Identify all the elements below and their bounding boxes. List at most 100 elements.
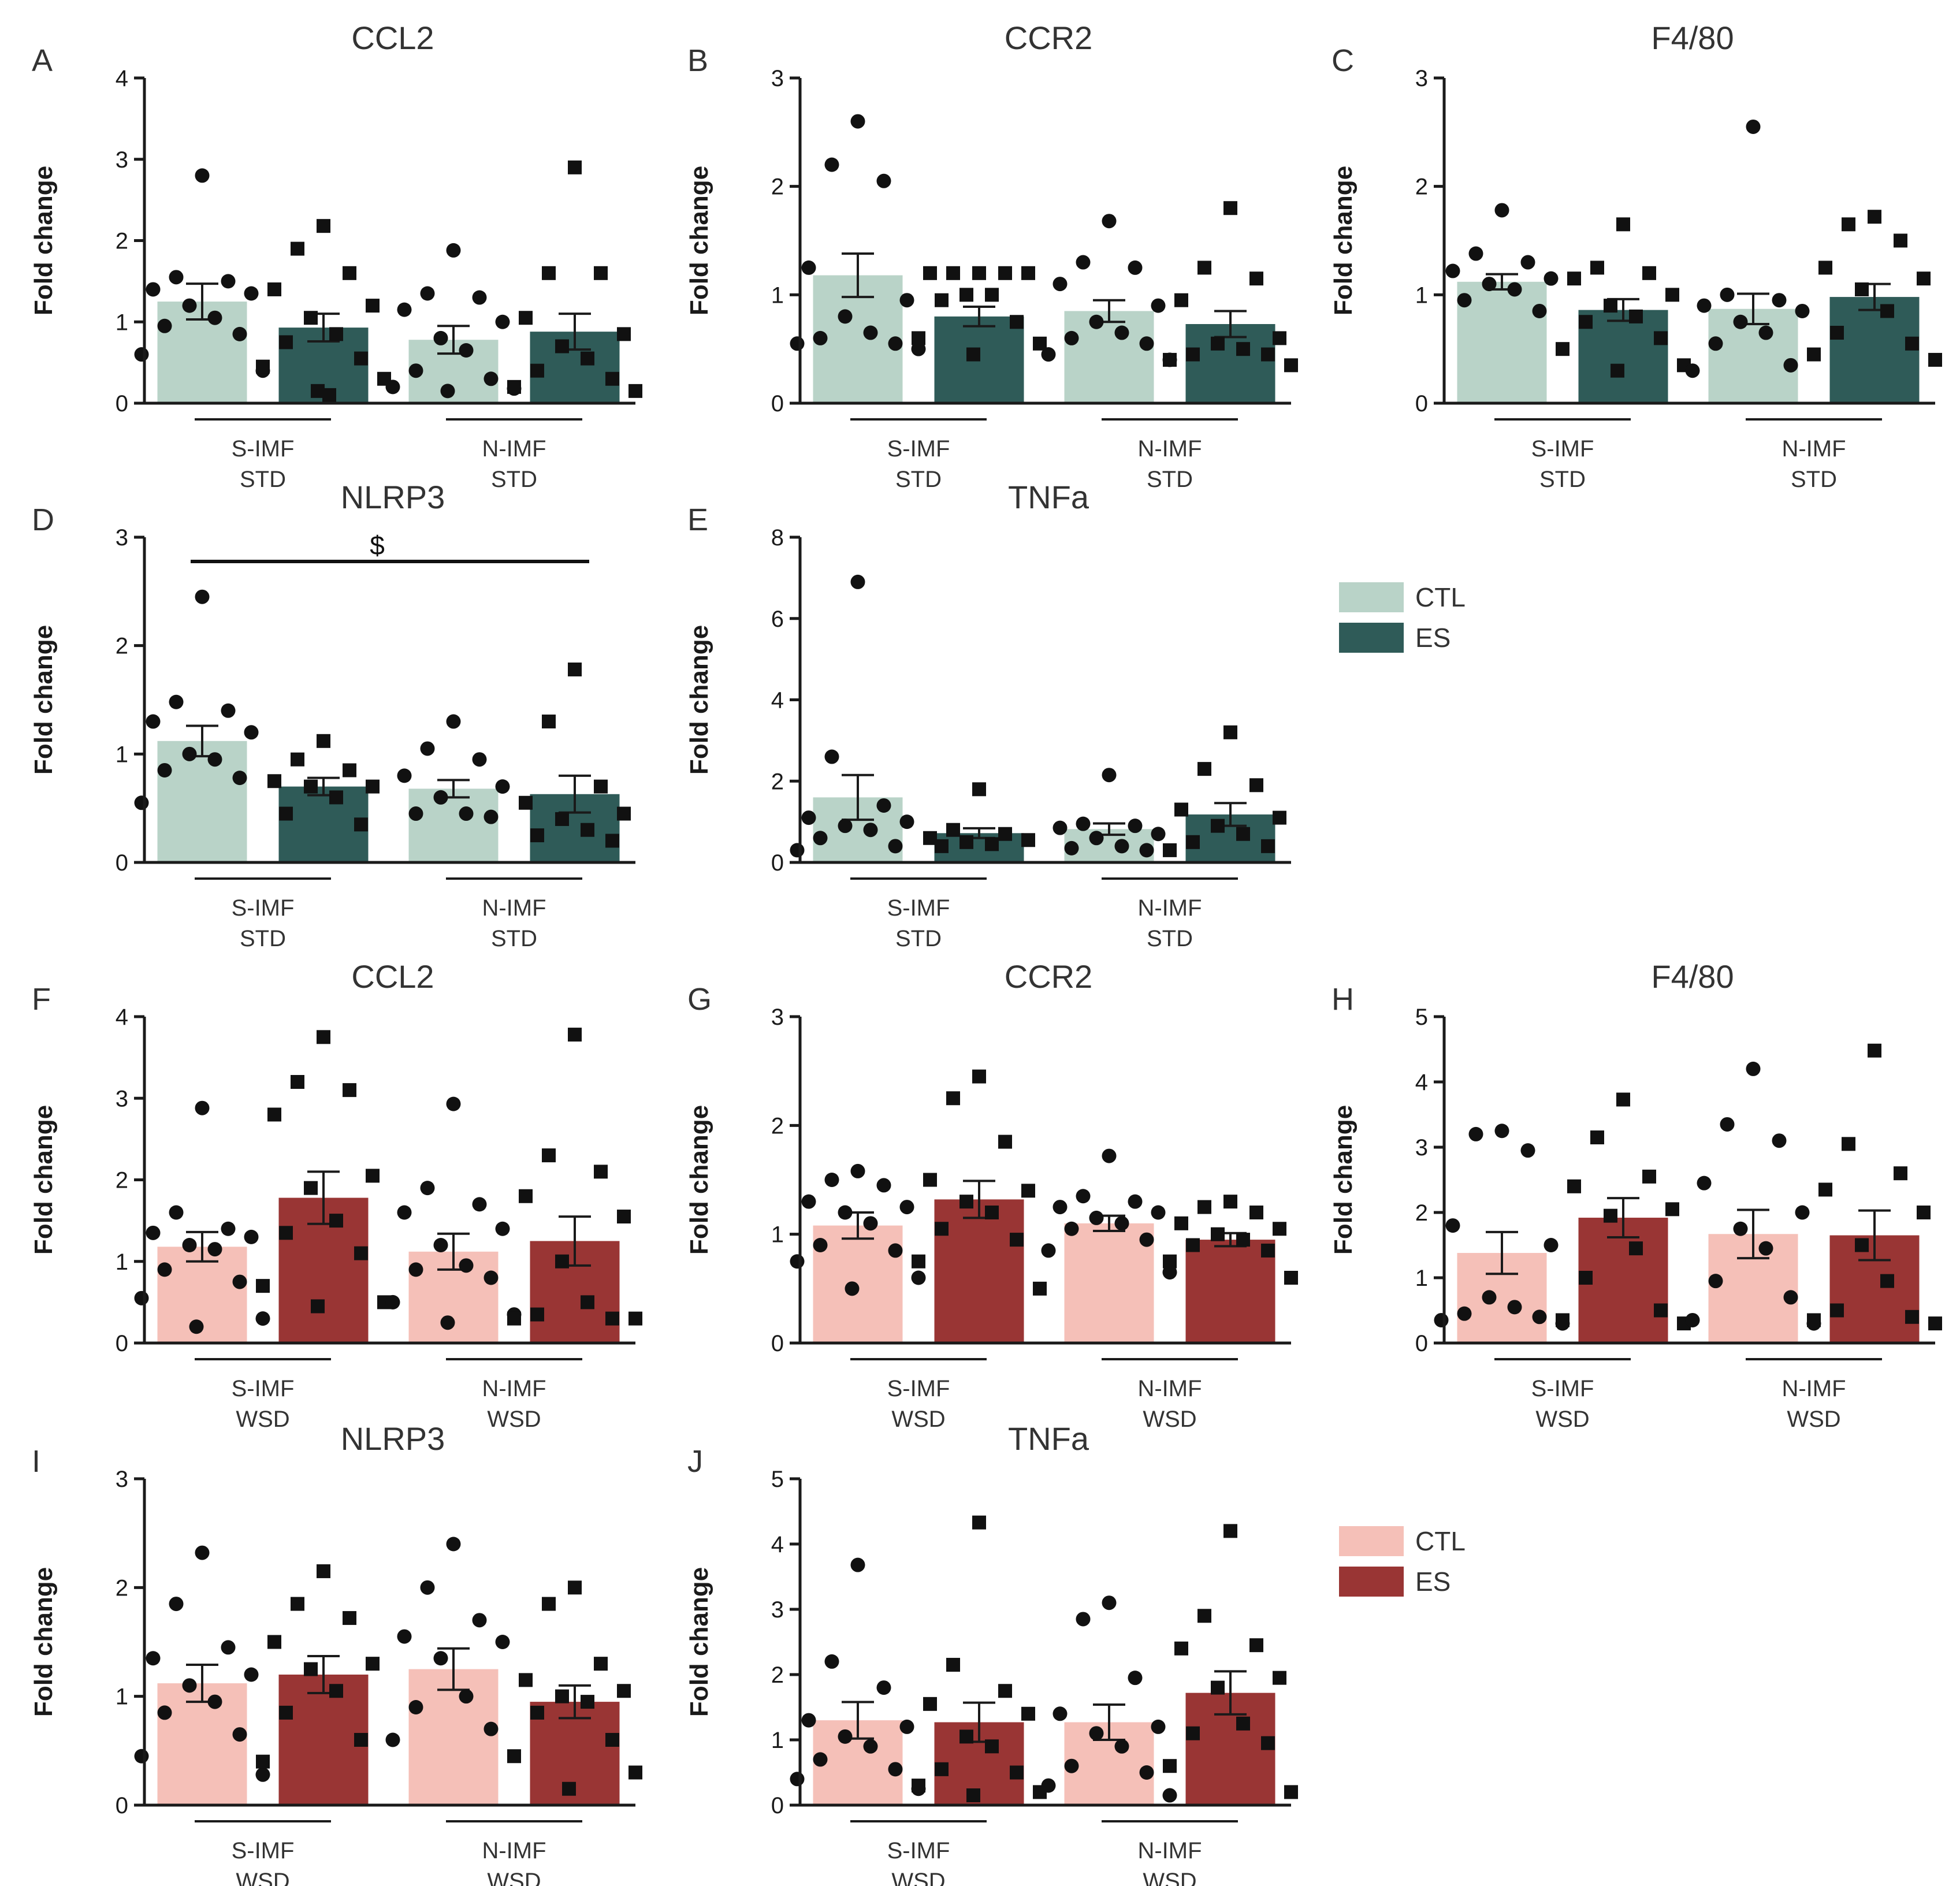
data-point (1089, 1726, 1104, 1741)
data-point (1494, 203, 1509, 218)
data-point (397, 302, 412, 317)
data-point (291, 241, 304, 256)
data-point (1855, 1238, 1869, 1252)
data-point (354, 1246, 368, 1260)
data-point (605, 371, 619, 386)
data-point (542, 266, 556, 280)
group-label-line2: WSD (487, 1869, 541, 1886)
data-point (605, 1733, 619, 1747)
data-point (562, 1781, 576, 1796)
data-point (845, 1281, 860, 1296)
data-point (182, 1678, 197, 1693)
data-point (329, 327, 343, 341)
data-point (1434, 1312, 1449, 1327)
data-point (1041, 1243, 1056, 1258)
data-point (555, 1689, 569, 1703)
panel-letter: D (32, 503, 54, 537)
data-point (232, 326, 247, 341)
data-point (207, 1242, 222, 1257)
data-point (304, 311, 318, 325)
data-point (824, 157, 839, 172)
data-point (446, 243, 461, 258)
data-point (1197, 261, 1211, 275)
data-point (1223, 201, 1237, 215)
y-axis-label: Fold change (685, 1105, 713, 1255)
y-tick-label: 1 (116, 310, 128, 335)
data-point (985, 837, 999, 851)
y-tick-label: 0 (1415, 391, 1428, 416)
data-point (876, 798, 891, 813)
data-point (1842, 217, 1855, 232)
bar-ctl (157, 1683, 247, 1805)
data-point (1197, 1609, 1211, 1623)
data-point (1211, 336, 1225, 351)
data-point (935, 1762, 949, 1776)
data-point (495, 1221, 510, 1236)
data-point (617, 1684, 631, 1698)
data-point (1772, 293, 1787, 308)
data-point (322, 388, 336, 402)
data-point (1457, 1306, 1472, 1321)
data-point (863, 1216, 878, 1231)
y-axis-label: Fold change (29, 166, 58, 315)
y-tick-label: 0 (1415, 1331, 1428, 1356)
data-point (1746, 119, 1761, 134)
data-point (1818, 261, 1832, 275)
data-point (256, 1754, 270, 1769)
data-point (1928, 1316, 1942, 1331)
chart-title: CCR2 (1005, 20, 1092, 56)
data-point (1128, 819, 1143, 834)
data-point (946, 1091, 960, 1106)
data-point (1642, 266, 1656, 280)
data-point (256, 1279, 270, 1293)
data-point (329, 790, 343, 805)
bar-es (278, 786, 369, 862)
y-tick-label: 1 (116, 1684, 128, 1710)
data-point (207, 752, 222, 767)
chart-panel-A: A CCL2 Fold change 0 1 2 3 4 S-IMF STD N-IMF STD (29, 20, 642, 492)
bar-ctl (408, 788, 499, 862)
y-axis-label: Fold change (685, 625, 713, 775)
data-point (1261, 347, 1275, 362)
data-point (1151, 827, 1166, 842)
chart-panel-D: D NLRP3 Fold change 0 1 2 3 S-IMF STD N-IMF STD $ (29, 479, 635, 951)
data-point (433, 330, 448, 345)
data-point (1236, 1716, 1250, 1731)
data-point (495, 1635, 510, 1649)
data-point (813, 831, 828, 846)
data-point (343, 266, 356, 280)
chart-panel-C: C F4/80 Fold change 0 1 2 3 S-IMF STD N-IMF STD (1329, 20, 1942, 492)
data-point (1076, 255, 1091, 270)
y-tick-label: 2 (1415, 174, 1428, 200)
data-point (1758, 325, 1773, 340)
data-point (899, 1200, 914, 1215)
data-point (876, 1680, 891, 1695)
data-point (876, 1178, 891, 1193)
data-point (472, 752, 487, 767)
data-point (408, 806, 423, 821)
data-point (1223, 1524, 1237, 1538)
data-point (279, 1705, 293, 1720)
data-point (1685, 1312, 1700, 1327)
data-point (484, 1721, 499, 1736)
y-tick-label: 2 (116, 1575, 128, 1601)
data-point (484, 1270, 499, 1285)
data-point (555, 339, 569, 354)
y-tick-label: 1 (116, 742, 128, 767)
data-point (617, 1210, 631, 1224)
data-point (1733, 1221, 1748, 1236)
data-point (530, 1705, 544, 1720)
data-point (1567, 271, 1581, 286)
y-tick-label: 1 (771, 1222, 784, 1248)
data-point (1685, 363, 1700, 378)
group-label-line1: S-IMF (887, 1376, 950, 1401)
data-point (1211, 1680, 1225, 1695)
data-point (1611, 363, 1624, 378)
data-point (255, 1311, 270, 1326)
data-point (801, 1713, 816, 1728)
data-point (1807, 1313, 1821, 1327)
data-point (888, 839, 903, 854)
data-point (1163, 1254, 1177, 1269)
data-point (1507, 1300, 1522, 1315)
